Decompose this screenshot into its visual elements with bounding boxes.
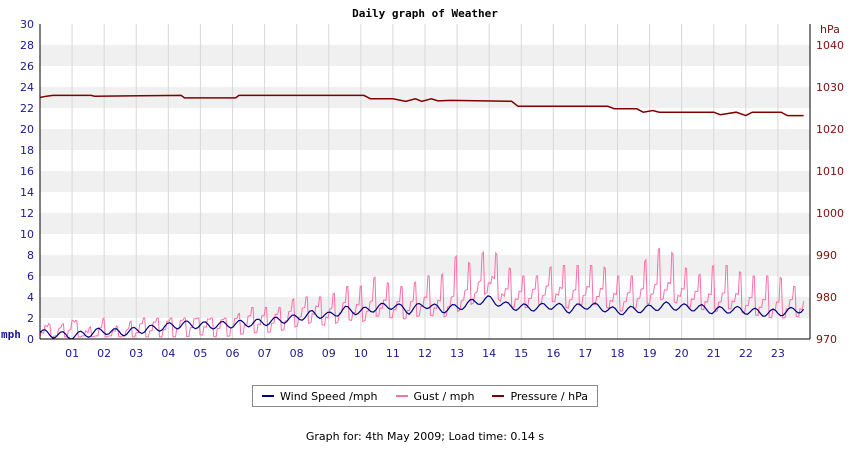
- left-axis-unit: mph: [1, 328, 21, 341]
- right-tick-label: 980: [816, 291, 837, 304]
- right-tick-label: 1020: [816, 123, 844, 136]
- x-tick-label: 08: [290, 347, 304, 360]
- left-tick-label: 24: [20, 81, 34, 94]
- wind-swatch-icon: [262, 395, 274, 397]
- x-tick-label: 12: [418, 347, 432, 360]
- x-tick-label: 10: [354, 347, 368, 360]
- x-tick-label: 13: [450, 347, 464, 360]
- x-tick-label: 11: [386, 347, 400, 360]
- legend-item-wind: Wind Speed /mph: [262, 390, 378, 403]
- x-tick-label: 02: [97, 347, 111, 360]
- gust-series: [39, 247, 805, 338]
- chart-legend: Wind Speed /mph Gust / mph Pressure / hP…: [252, 385, 598, 407]
- x-tick-label: 01: [65, 347, 79, 360]
- wind-speed-series: [39, 295, 805, 340]
- gust-line: [39, 247, 805, 338]
- left-tick-label: 14: [20, 186, 34, 199]
- right-tick-label: 970: [816, 333, 837, 346]
- gust-swatch-icon: [395, 395, 408, 397]
- legend-wind-label: Wind Speed /mph: [280, 389, 378, 403]
- left-tick-label: 18: [20, 144, 34, 157]
- left-tick-label: 2: [27, 312, 34, 325]
- right-tick-label: 1030: [816, 81, 844, 94]
- x-tick-label: 05: [193, 347, 207, 360]
- left-tick-label: 8: [27, 249, 34, 262]
- left-tick-label: 4: [27, 291, 34, 304]
- x-tick-label: 16: [546, 347, 560, 360]
- footer-text: Graph for: 4th May 2009; Load time: 0.14…: [305, 430, 545, 443]
- left-tick-label: 20: [20, 123, 34, 136]
- right-tick-label: 1000: [816, 207, 844, 220]
- x-tick-label: 19: [643, 347, 657, 360]
- pressure-series: [39, 94, 804, 117]
- x-tick-label: 06: [226, 347, 240, 360]
- left-tick-label: 10: [20, 228, 34, 241]
- left-tick-label: 28: [20, 39, 34, 52]
- pressure-line: [39, 94, 804, 117]
- x-tick-label: 15: [514, 347, 528, 360]
- legend-item-gust: Gust / mph: [395, 389, 475, 403]
- left-tick-label: 22: [20, 102, 34, 115]
- x-tick-label: 07: [258, 347, 272, 360]
- right-tick-label: 1040: [816, 39, 844, 52]
- x-tick-label: 09: [322, 347, 336, 360]
- x-tick-label: 03: [129, 347, 143, 360]
- left-tick-label: 16: [20, 165, 34, 178]
- wind-speed-line: [39, 295, 805, 340]
- x-tick-label: 14: [482, 347, 496, 360]
- left-tick-label: 0: [27, 333, 34, 346]
- left-tick-label: 26: [20, 60, 34, 73]
- left-tick-label: 30: [20, 18, 34, 31]
- left-tick-label: 12: [20, 207, 34, 220]
- x-tick-label: 04: [161, 347, 175, 360]
- x-tick-label: 23: [771, 347, 785, 360]
- right-tick-label: 1010: [816, 165, 844, 178]
- x-tick-label: 20: [675, 347, 689, 360]
- x-tick-label: 18: [611, 347, 625, 360]
- right-axis-unit: hPa: [820, 23, 840, 36]
- legend-gust-label: Gust / mph: [413, 389, 475, 403]
- x-tick-label: 22: [739, 347, 753, 360]
- x-tick-label: 21: [707, 347, 721, 360]
- legend-pressure-label: Pressure / hPa: [510, 389, 588, 403]
- x-tick-label: 17: [578, 347, 592, 360]
- chart-title: Daily graph of Weather: [352, 7, 498, 20]
- pressure-swatch-icon: [492, 395, 505, 397]
- right-tick-label: 990: [816, 249, 837, 262]
- legend-item-pressure: Pressure / hPa: [492, 390, 588, 403]
- left-tick-label: 6: [27, 270, 34, 283]
